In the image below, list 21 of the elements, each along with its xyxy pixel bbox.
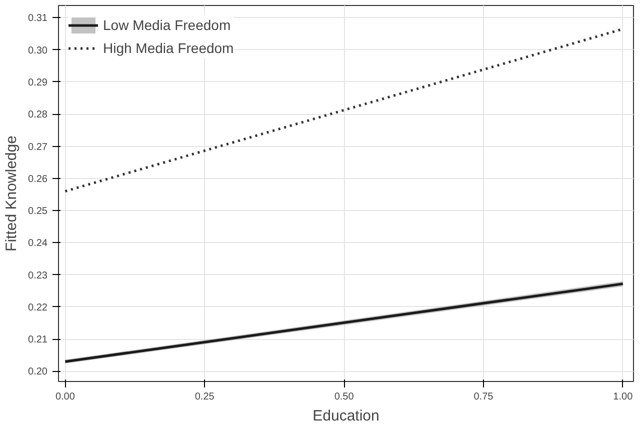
x-axis-title: Education: [312, 408, 380, 424]
y-tick-label: 0.20: [28, 366, 48, 378]
y-tick-label: 0.22: [28, 302, 48, 314]
y-tick-label: 0.31: [28, 13, 48, 24]
legend-label: Low Media Freedom: [103, 17, 231, 33]
y-tick-label: 0.30: [28, 45, 48, 56]
y-tick-label: 0.27: [28, 142, 48, 153]
legend-label: High Media Freedom: [103, 40, 234, 56]
y-tick-label: 0.28: [28, 110, 48, 121]
y-tick-label: 0.23: [28, 270, 48, 282]
x-tick-label: 0.25: [194, 392, 215, 402]
y-tick-label: 0.24: [28, 238, 48, 250]
x-tick-label: 0.50: [334, 392, 354, 402]
y-tick-label: 0.25: [28, 206, 48, 218]
x-tick-label: 0.75: [474, 392, 494, 402]
y-axis-title: Fitted Knowledge: [3, 136, 20, 252]
y-tick-label: 0.29: [28, 77, 48, 88]
y-tick-label: 0.21: [28, 334, 48, 346]
x-tick-label: 1.00: [613, 392, 634, 402]
y-tick-label: 0.26: [28, 174, 48, 185]
x-tick-label: 0.00: [55, 392, 76, 402]
